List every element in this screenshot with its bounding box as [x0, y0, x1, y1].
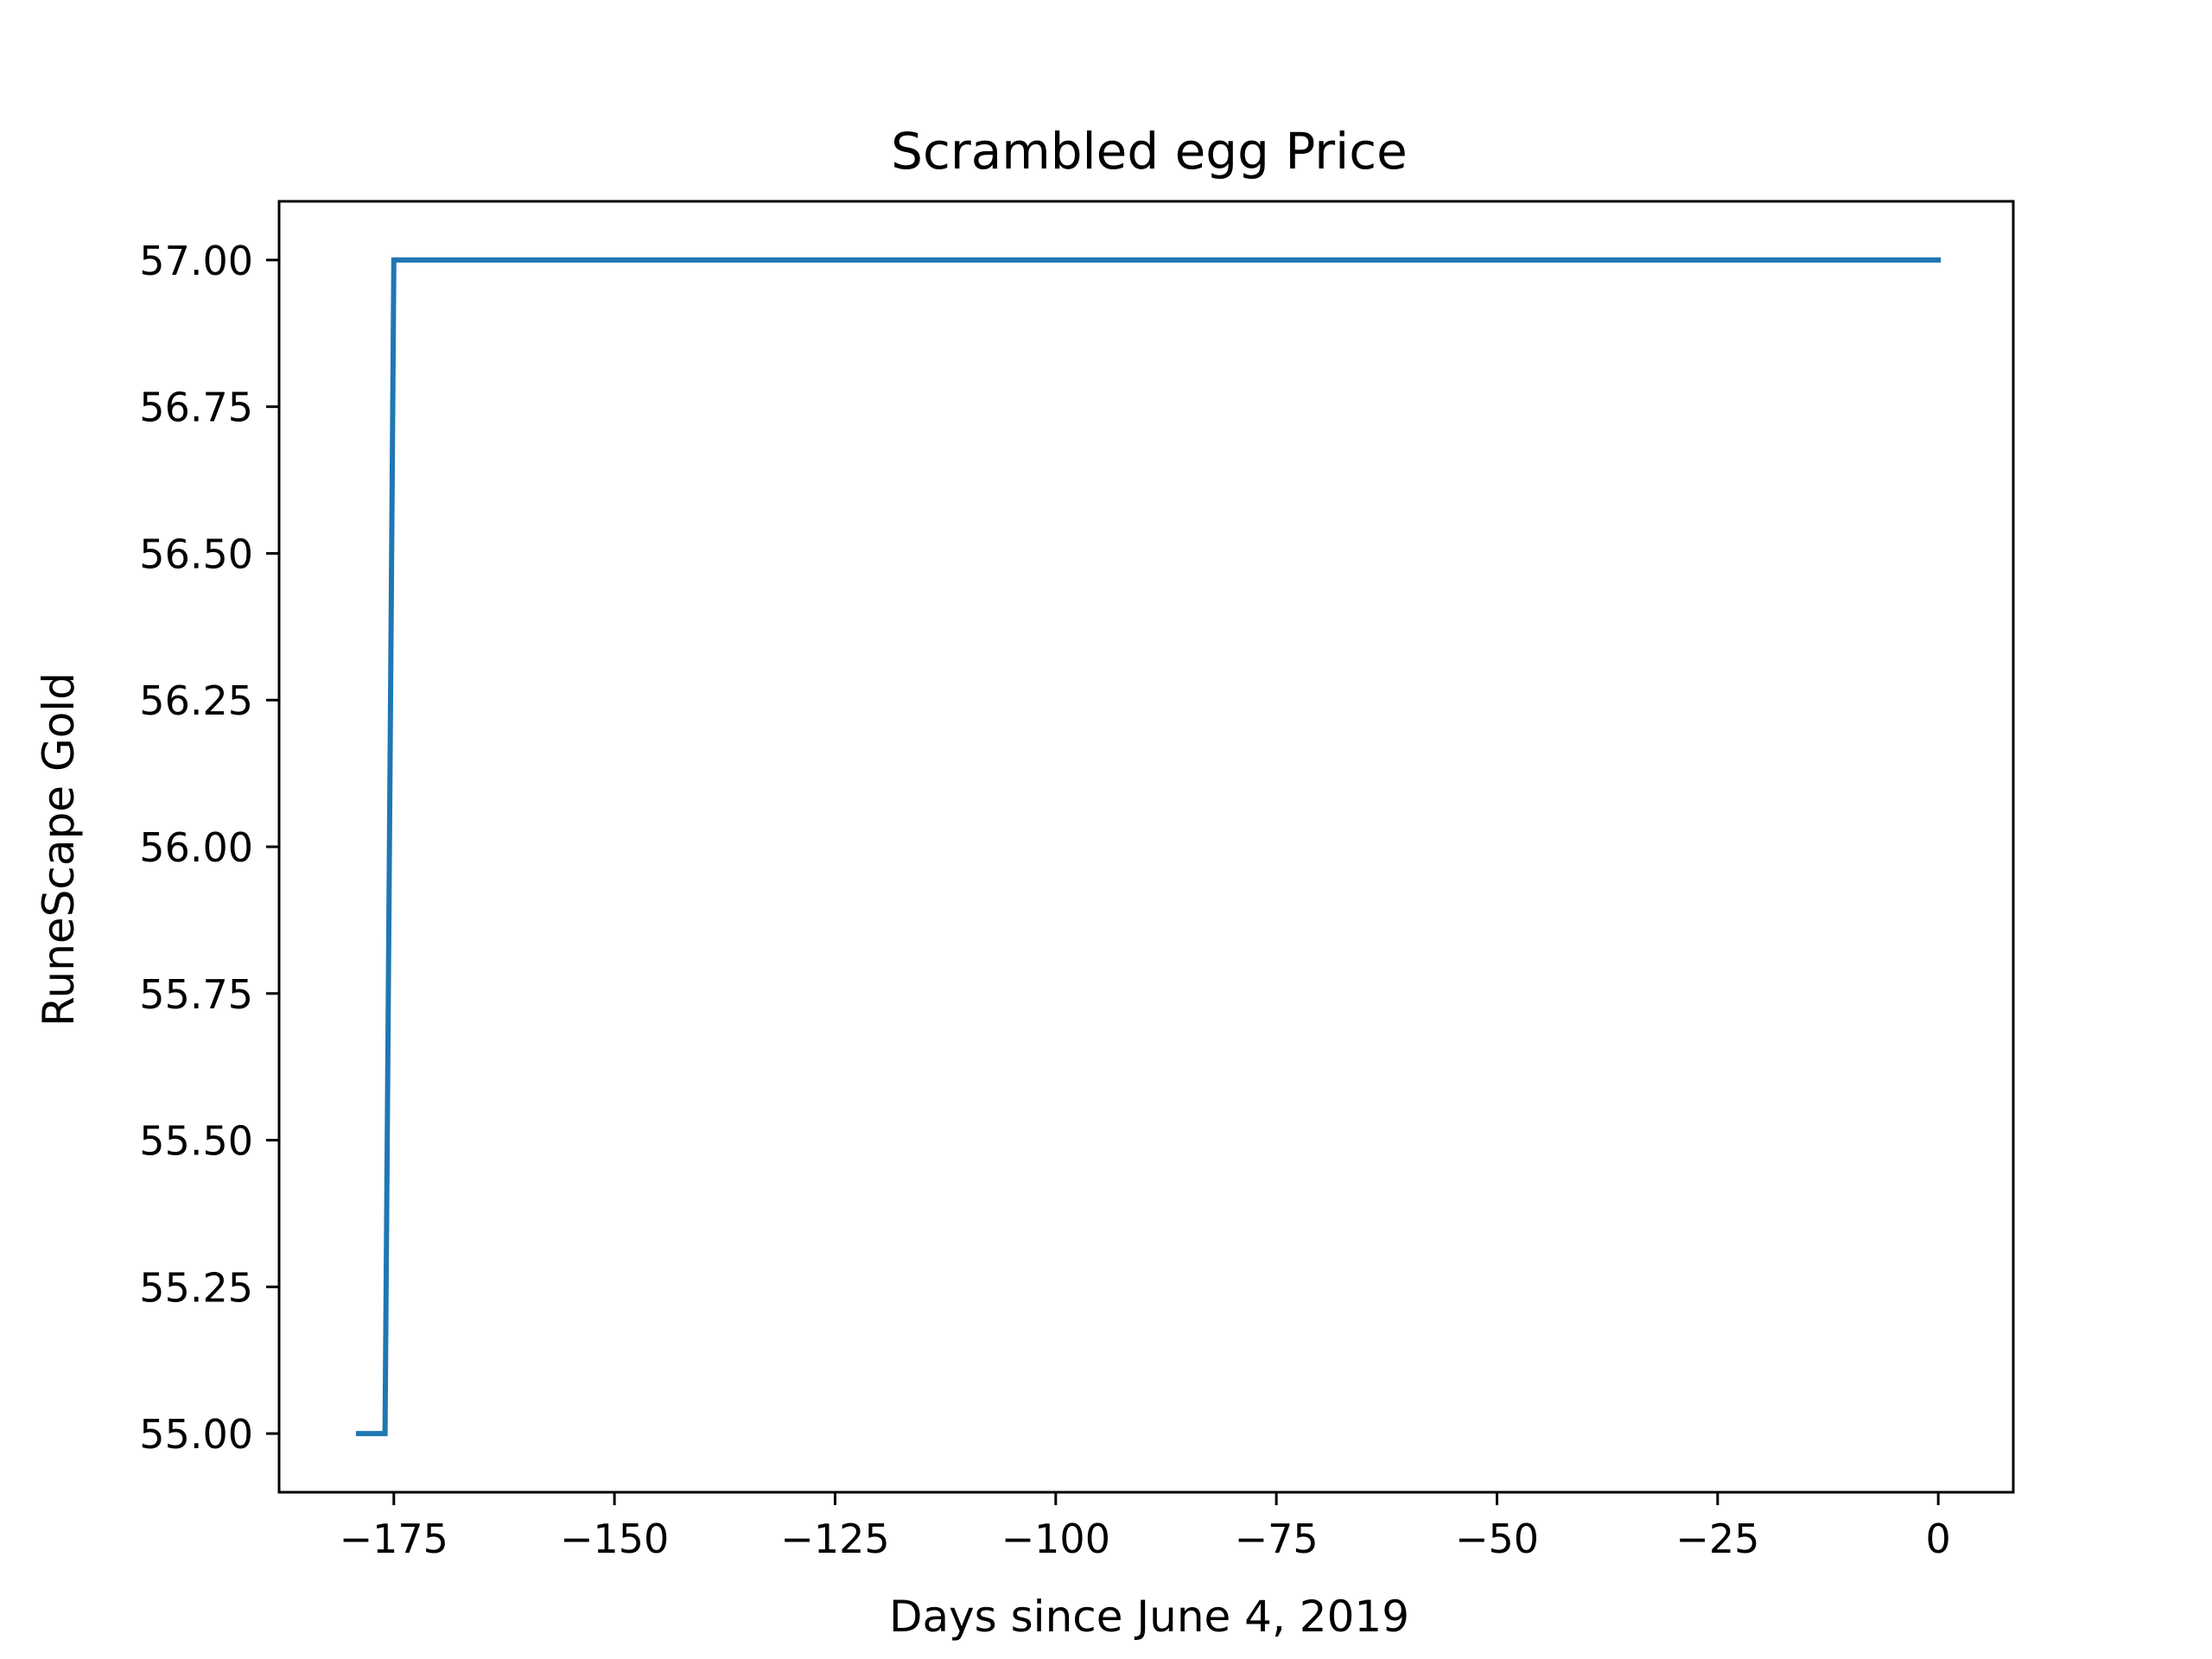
- x-tick-label: −150: [560, 1516, 669, 1562]
- x-tick-label: −100: [1001, 1516, 1110, 1562]
- x-tick-label: −25: [1675, 1516, 1759, 1562]
- y-axis: 55.00 55.25 55.50 55.75 56.00 56.25 56.50 56.75…: [139, 238, 279, 1458]
- x-tick-label: −50: [1455, 1516, 1539, 1562]
- x-axis-label: Days since June 4, 2019: [889, 1592, 1409, 1642]
- x-axis: −175 −150 −125 −100 −75 −50 −25 0: [340, 1492, 1951, 1562]
- y-tick-label: 55.50: [139, 1118, 253, 1165]
- plot-area: [355, 257, 1942, 1437]
- x-tick-label: −125: [780, 1516, 889, 1562]
- y-tick-label: 56.75: [139, 385, 253, 431]
- y-tick-label: 57.00: [139, 238, 253, 284]
- chart-title: Scrambled egg Price: [891, 122, 1408, 181]
- y-tick-label: 56.50: [139, 531, 253, 577]
- x-tick-label: −75: [1235, 1516, 1319, 1562]
- y-tick-label: 55.00: [139, 1411, 253, 1458]
- y-tick-label: 56.00: [139, 824, 253, 871]
- y-axis-label: RuneScape Gold: [34, 672, 84, 1027]
- x-tick-label: 0: [1926, 1516, 1951, 1562]
- y-tick-label: 56.25: [139, 677, 253, 724]
- x-tick-label: −175: [340, 1516, 448, 1562]
- series-line-scrambled-egg-price: [355, 257, 1942, 1437]
- y-tick-label: 55.25: [139, 1264, 253, 1311]
- y-tick-label: 55.75: [139, 971, 253, 1018]
